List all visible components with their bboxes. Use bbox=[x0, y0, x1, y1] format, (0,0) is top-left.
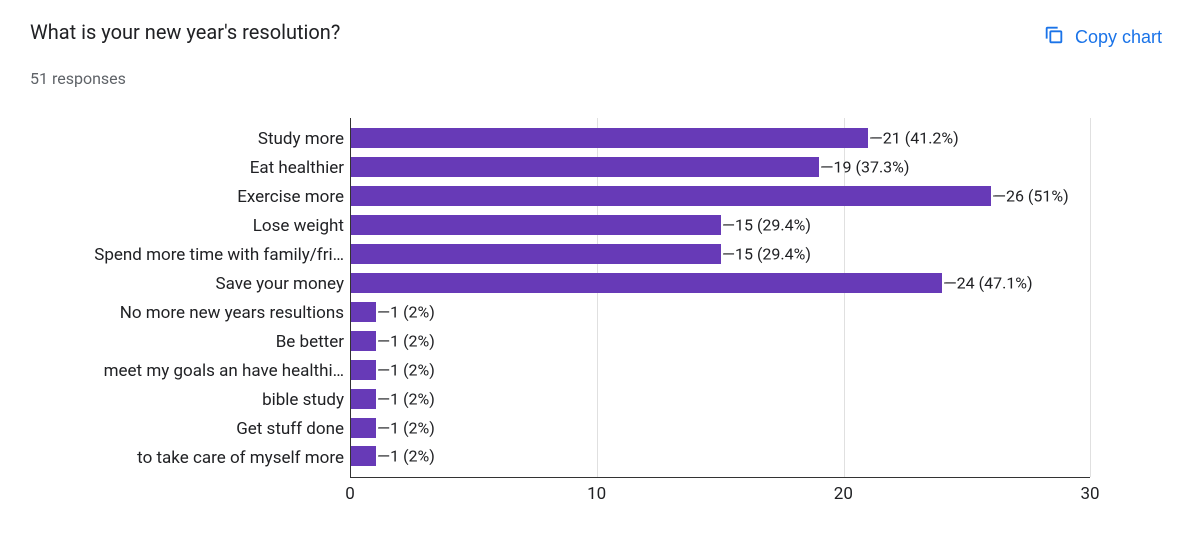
bar-row: —24 (47.1%) bbox=[351, 273, 1090, 293]
bar-value-label: —26 (51%) bbox=[991, 187, 1068, 206]
x-tick-label: 20 bbox=[834, 484, 853, 504]
category-label: to take care of myself more bbox=[30, 448, 344, 468]
bar-row: —1 (2%) bbox=[351, 302, 1090, 322]
bar-row: —26 (51%) bbox=[351, 186, 1090, 206]
bar-value-label: —19 (37.3%) bbox=[819, 158, 909, 177]
category-label: Exercise more bbox=[30, 187, 344, 207]
bar: —1 (2%) bbox=[351, 446, 376, 466]
header: What is your new year's resolution? Copy… bbox=[30, 20, 1170, 55]
bar-value-label: —24 (47.1%) bbox=[942, 273, 1032, 292]
bar-row: —1 (2%) bbox=[351, 418, 1090, 438]
bar: —1 (2%) bbox=[351, 331, 376, 351]
bar-row: —21 (41.2%) bbox=[351, 128, 1090, 148]
bar-value-label: —15 (29.4%) bbox=[721, 216, 811, 235]
copy-chart-button[interactable]: Copy chart bbox=[1035, 20, 1170, 55]
bar-value-label: —1 (2%) bbox=[376, 389, 435, 408]
x-tick-label: 0 bbox=[345, 484, 355, 504]
gridline bbox=[1090, 118, 1091, 477]
bar-value-label: —1 (2%) bbox=[376, 360, 435, 379]
bar-value-label: —21 (41.2%) bbox=[868, 129, 958, 148]
bar-value-label: —1 (2%) bbox=[376, 302, 435, 321]
bar-row: —1 (2%) bbox=[351, 331, 1090, 351]
y-axis-labels: Study more Eat healthier Exercise more Lose… bbox=[30, 124, 344, 472]
category-label: Get stuff done bbox=[30, 419, 344, 439]
category-label: Lose weight bbox=[30, 216, 344, 236]
bar: —1 (2%) bbox=[351, 389, 376, 409]
copy-icon bbox=[1043, 24, 1065, 51]
bar: —24 (47.1%) bbox=[351, 273, 942, 293]
bar-chart: Study more Eat healthier Exercise more Lose… bbox=[30, 118, 1170, 518]
bar-row: —1 (2%) bbox=[351, 360, 1090, 380]
bar-value-label: —15 (29.4%) bbox=[721, 245, 811, 264]
category-label: meet my goals an have healthi… bbox=[30, 361, 344, 381]
plot-area: —21 (41.2%) —19 (37.3%) —26 (51%) —15 (29.4… bbox=[350, 118, 1090, 478]
bar-row: —1 (2%) bbox=[351, 446, 1090, 466]
x-axis-ticks: 0102030 bbox=[350, 484, 1090, 508]
response-count: 51 responses bbox=[30, 69, 1170, 88]
category-label: No more new years resultions bbox=[30, 303, 344, 323]
x-tick-label: 30 bbox=[1080, 484, 1099, 504]
copy-chart-label: Copy chart bbox=[1075, 27, 1162, 48]
category-label: Study more bbox=[30, 129, 344, 149]
bar: —1 (2%) bbox=[351, 418, 376, 438]
bar: —15 (29.4%) bbox=[351, 244, 721, 264]
bar-row: —15 (29.4%) bbox=[351, 215, 1090, 235]
bar-row: —1 (2%) bbox=[351, 389, 1090, 409]
bar-row: —19 (37.3%) bbox=[351, 157, 1090, 177]
category-label: Save your money bbox=[30, 274, 344, 294]
chart-title: What is your new year's resolution? bbox=[30, 20, 340, 44]
category-label: Be better bbox=[30, 332, 344, 352]
bar: —15 (29.4%) bbox=[351, 215, 721, 235]
category-label: bible study bbox=[30, 390, 344, 410]
category-label: Spend more time with family/fri… bbox=[30, 245, 344, 265]
bar: —19 (37.3%) bbox=[351, 157, 819, 177]
x-tick-label: 10 bbox=[587, 484, 606, 504]
bar: —1 (2%) bbox=[351, 302, 376, 322]
bar-value-label: —1 (2%) bbox=[376, 447, 435, 466]
category-label: Eat healthier bbox=[30, 158, 344, 178]
bar-value-label: —1 (2%) bbox=[376, 418, 435, 437]
bar: —21 (41.2%) bbox=[351, 128, 868, 148]
bar: —1 (2%) bbox=[351, 360, 376, 380]
bars-container: —21 (41.2%) —19 (37.3%) —26 (51%) —15 (29.4… bbox=[351, 124, 1090, 471]
bar-row: —15 (29.4%) bbox=[351, 244, 1090, 264]
bar: —26 (51%) bbox=[351, 186, 991, 206]
bar-value-label: —1 (2%) bbox=[376, 331, 435, 350]
